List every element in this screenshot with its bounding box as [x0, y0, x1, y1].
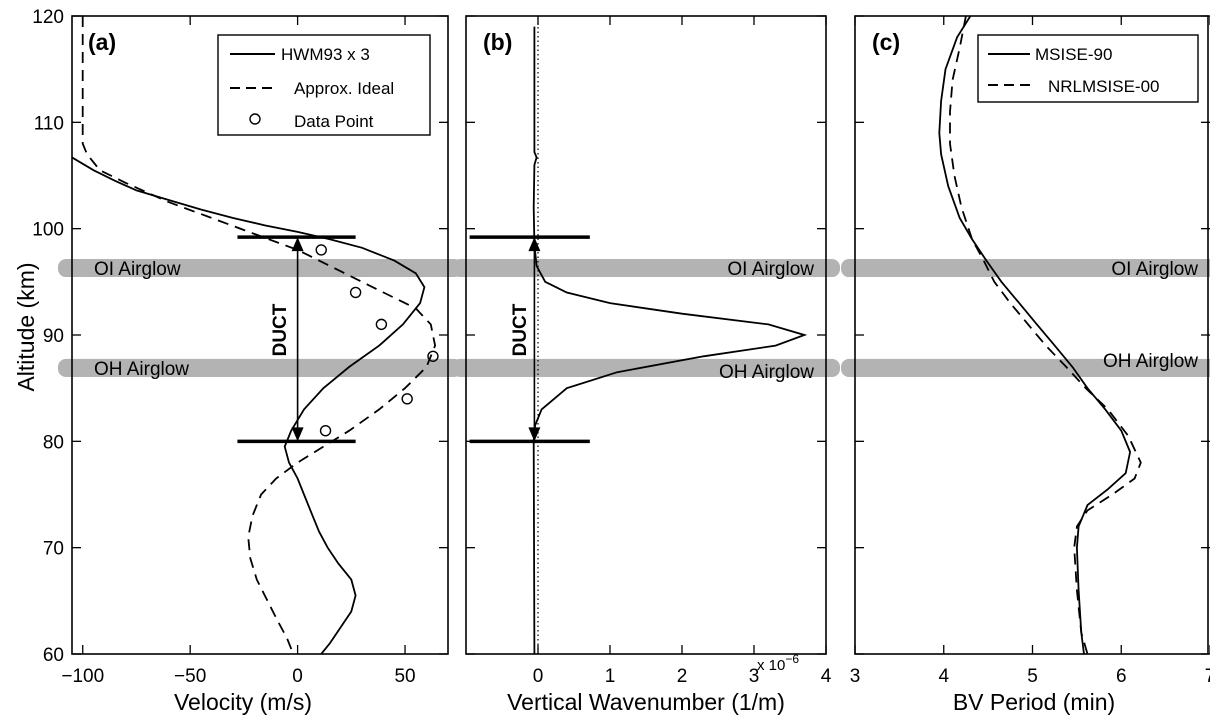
x-tick-label: 1 [605, 666, 616, 687]
x-axis-label-b: Vertical Wavenumber (1/m) [507, 689, 785, 715]
series-line [938, 16, 1132, 654]
y-tick-label: 60 [43, 645, 64, 666]
band-label: OH Airglow [719, 362, 814, 383]
panel-b: Vertical Wavenumber (1/m) (b) DUCT x 10−… [452, 15, 840, 715]
legend-swatch-data-point [249, 113, 261, 125]
x-multiplier: x 10−6 [757, 652, 799, 674]
legend-box-c [977, 34, 1199, 103]
y-tick-label: 70 [43, 539, 64, 560]
legend-label-nrlmsise00: NRLMSISE-00 [1048, 77, 1159, 96]
airglow-band [452, 258, 840, 278]
x-tick-label: 5 [1027, 666, 1038, 687]
band-label: OI Airglow [1111, 259, 1198, 280]
panel-tag-a: (a) [88, 29, 116, 55]
legend-a: HWM93 x 3 Approx. Ideal Data Point [217, 34, 431, 136]
data-point-marker [349, 286, 362, 299]
panel-background-layer [452, 258, 840, 378]
legend-label-msise90: MSISE-90 [1035, 45, 1112, 64]
airglow-band [841, 358, 1210, 377]
x-tick-label: 3 [749, 666, 760, 687]
panel-c: BV Period (min) (c) MSISE-90 NRLMSISE-00… [841, 15, 1210, 715]
x-tick-label: 50 [394, 666, 415, 687]
band-label: OI Airglow [94, 259, 181, 280]
x-tick-label: 3 [850, 666, 861, 687]
duct-arrow-head-down [291, 427, 304, 442]
duct-arrow-head-down [528, 427, 541, 442]
legend-c: MSISE-90 NRLMSISE-00 [977, 34, 1199, 103]
duct-label-b: DUCT [510, 303, 531, 356]
data-point-marker [319, 425, 332, 437]
data-point-marker [427, 350, 439, 362]
duct-arrow-head-up [528, 237, 541, 252]
panel-tag-b: (b) [483, 29, 512, 55]
series-line [81, 16, 437, 654]
data-point-marker [315, 244, 327, 256]
duct-label-a: DUCT [270, 303, 291, 356]
airglow-band [841, 258, 1210, 278]
x-axis-label-c: BV Period (min) [953, 689, 1115, 715]
x-axis-label-a: Velocity (m/s) [174, 689, 312, 715]
axes-frame [854, 15, 1209, 655]
y-tick-label: 110 [34, 113, 64, 134]
x-tick-label: 7 [1205, 666, 1210, 687]
x-tick-label: 0 [292, 666, 303, 687]
airglow-band [452, 358, 840, 378]
y-tick-label: 90 [43, 326, 64, 347]
series-line [532, 26, 808, 654]
data-point-marker [375, 318, 388, 331]
legend-label-approx-ideal: Approx. Ideal [294, 79, 394, 98]
band-label: OI Airglow [727, 259, 814, 280]
data-point-marker [401, 393, 413, 405]
x-tick-label: 2 [677, 666, 688, 687]
x-tick-label: −100 [61, 666, 104, 687]
legend-label-data-point: Data Point [294, 112, 374, 131]
y-tick-label: 80 [43, 432, 64, 453]
panel-background-layer [841, 258, 1210, 377]
y-axis-label: Altitude (km) [13, 262, 39, 391]
band-label: OH Airglow [94, 359, 189, 380]
panel-tag-c: (c) [872, 29, 900, 55]
x-tick-label: 4 [938, 666, 949, 687]
y-tick-label: 120 [32, 7, 64, 28]
airglow-band [58, 258, 462, 278]
y-tick-label: 100 [32, 220, 64, 241]
series-line [949, 16, 1142, 654]
x-tick-label: −50 [174, 666, 206, 687]
legend-box-a [217, 34, 431, 136]
x-tick-label: 0 [533, 666, 544, 687]
duct-arrow-head-up [291, 237, 304, 252]
band-label: OH Airglow [1103, 351, 1198, 372]
panel-a: Altitude (km) Velocity (m/s) (a) DUCT HW… [13, 7, 462, 715]
series-line [72, 156, 426, 654]
airglow-band [58, 358, 462, 378]
x-tick-label: 6 [1116, 666, 1127, 687]
panel-background-layer [58, 258, 462, 378]
x-tick-label: 4 [821, 666, 832, 687]
legend-label-hwm93: HWM93 x 3 [281, 45, 370, 64]
